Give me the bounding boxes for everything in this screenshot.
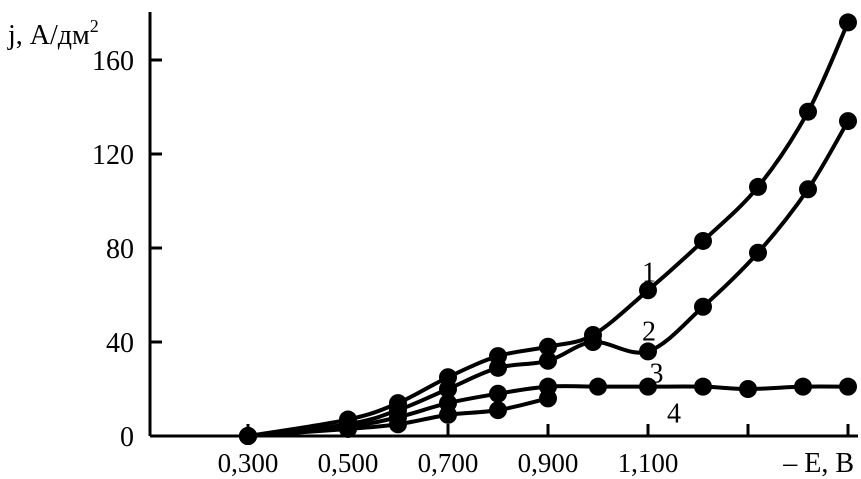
y-tick-label: 160 [92,46,134,77]
data-point [539,337,557,356]
data-point [489,358,507,377]
x-tick-label: 0,700 [418,448,479,478]
x-tick-label: 1,100 [618,448,679,478]
y-axis-label-superscript: 2 [90,16,99,36]
data-point [589,377,607,396]
data-point [639,342,657,361]
y-axis-label-text: j, А/дм [7,20,90,51]
curve-label-1: 1 [642,258,656,289]
y-tick-label: 120 [92,140,134,171]
y-tick-label: 0 [120,422,134,453]
data-point [694,297,712,316]
data-point [584,333,602,351]
y-tick-label: 80 [106,234,134,265]
y-tick-label: 40 [106,328,134,359]
data-point [439,380,457,398]
series-line-2 [247,120,850,438]
data-point [739,380,757,398]
data-point [639,377,657,396]
x-tick-label: 0,900 [518,448,579,478]
data-point [489,401,507,420]
data-point [339,419,357,438]
data-point [749,243,767,262]
data-point [489,384,507,403]
data-point [749,177,767,196]
data-point [639,281,657,300]
data-point [389,415,407,434]
data-point [839,112,857,131]
data-point [799,102,817,121]
curve-label-4: 4 [667,399,681,430]
data-point [794,377,812,396]
curve-labels: 1 2 34 [642,258,681,430]
x-axis-label: – E, B [782,448,854,479]
x-tick-label: 0,500 [318,448,379,478]
data-point [799,180,817,199]
curve-label-2: 2 [642,316,656,347]
data-point [839,377,857,396]
y-axis-label: j, А/дм2 [7,16,99,51]
data-point [839,13,857,32]
x-tick-label: 0,300 [218,448,279,478]
x-ticks: 0,300 0,500 0,700 0,900 1,100 [218,424,850,478]
data-point [694,377,712,396]
data-point [694,231,712,250]
curves [247,21,850,438]
data-point [439,405,457,424]
y-ticks: 0 40 80 120 160 [92,46,162,453]
series-line-1 [247,21,850,438]
data-point [539,389,557,408]
data-point [239,427,257,445]
data-point [539,351,557,370]
markers [239,13,857,445]
curve-label-3: 3 [650,359,664,390]
